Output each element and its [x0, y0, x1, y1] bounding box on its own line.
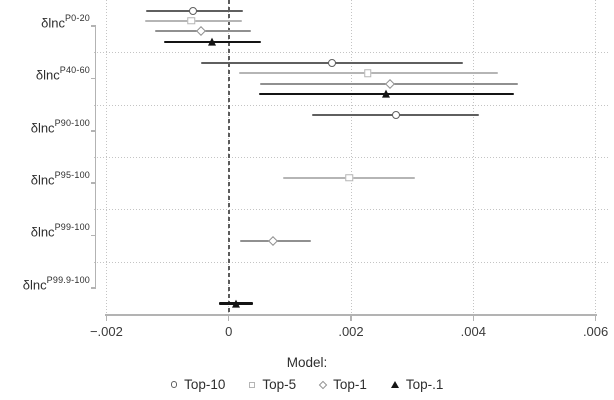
x-tick [594, 315, 597, 321]
zero-reference-line [227, 0, 230, 314]
marker-circle [328, 58, 337, 67]
x-tick-label: .006 [582, 324, 609, 339]
y-tick [90, 287, 96, 289]
x-tick [472, 315, 475, 321]
y-label-superscript: P0-20 [64, 13, 90, 24]
marker-square [345, 174, 353, 182]
y-label-base: δlnc [22, 277, 47, 293]
y-tick [90, 182, 96, 184]
legend-circle-icon [170, 381, 178, 388]
marker-triangle [382, 89, 391, 98]
y-label-superscript: P99-100 [54, 222, 90, 233]
group-separator-gridline [94, 156, 610, 158]
legend-label: Top-10 [184, 377, 226, 392]
y-label-base: δlnc [35, 67, 60, 83]
y-axis-label: δlncP99-100 [0, 222, 90, 240]
legend-square-icon [249, 381, 256, 388]
marker-triangle [208, 37, 217, 46]
y-axis-label: δlncP95-100 [0, 170, 90, 188]
y-label-base: δlnc [30, 120, 55, 136]
marker-square [187, 17, 196, 25]
marker-diamond [384, 78, 395, 89]
group-separator-gridline [94, 209, 610, 211]
y-axis-label: δlncP0-20 [0, 13, 90, 31]
y-tick [90, 25, 96, 27]
legend-item: Top-.1 [390, 377, 444, 392]
group-separator-gridline [94, 104, 610, 106]
legend-label: Top-5 [262, 377, 297, 392]
legend-diamond-icon [318, 380, 328, 389]
marker-diamond [196, 26, 207, 37]
legend-title: Model: [286, 355, 328, 370]
y-label-base: δlnc [41, 15, 65, 31]
x-tick-label: .002 [338, 324, 364, 339]
y-axis-label: δlncP90-100 [0, 117, 90, 136]
x-tick-label: .004 [460, 324, 486, 339]
x-axis-line [105, 314, 597, 316]
x-tick-label: 0 [225, 324, 233, 339]
x-tick [227, 315, 230, 321]
marker-square [363, 69, 372, 77]
marker-diamond [267, 235, 278, 246]
marker-circle [391, 111, 400, 120]
group-separator-gridline [94, 52, 610, 54]
marker-circle [189, 6, 198, 15]
y-tick [90, 130, 96, 132]
legend: Top-10 Top-5 Top-1 Top-.1 [0, 377, 614, 392]
y-label-base: δlnc [30, 172, 55, 188]
y-axis-line [94, 26, 96, 288]
legend-item: Top-1 [318, 377, 367, 392]
group-separator-gridline [94, 261, 610, 263]
legend-item: Top-5 [249, 377, 296, 392]
y-label-base: δlnc [30, 224, 55, 240]
legend-label: Top-.1 [405, 377, 444, 392]
x-tick [350, 315, 352, 321]
y-label-superscript: P90-100 [54, 117, 90, 128]
y-tick [90, 77, 96, 80]
y-label-superscript: P40-60 [59, 65, 90, 76]
y-label-superscript: P99.9-100 [46, 274, 90, 285]
x-tick [105, 315, 108, 321]
y-axis-label: δlncP40-60 [0, 65, 90, 83]
x-tick-label: −.002 [89, 324, 123, 339]
legend-triangle-icon [390, 381, 399, 388]
y-label-superscript: P95-100 [54, 170, 90, 181]
y-axis-label: δlncP99.9-100 [0, 274, 90, 293]
y-tick [90, 234, 96, 237]
legend-label: Top-1 [333, 377, 367, 392]
marker-triangle [232, 299, 241, 308]
legend-item: Top-10 [170, 377, 226, 392]
